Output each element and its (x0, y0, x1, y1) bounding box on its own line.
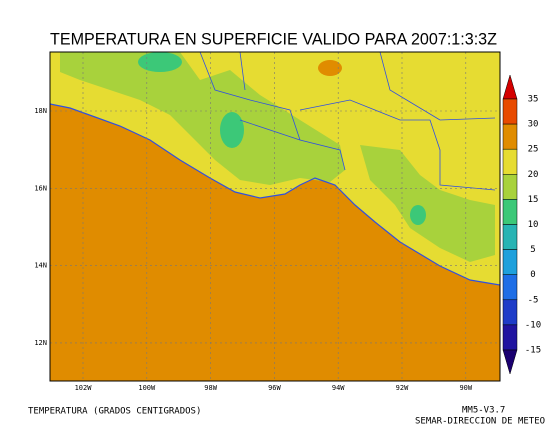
colorbar-tick-label: -10 (525, 320, 541, 330)
lat-label: 18N (34, 107, 47, 115)
colorbar-tick-label: 20 (528, 170, 539, 180)
lon-label: 100W (138, 384, 156, 392)
lat-label: 14N (34, 262, 47, 270)
colorbar-band (502, 199, 518, 225)
map (50, 52, 500, 381)
map-frame (49, 51, 501, 382)
lat-label: 12N (34, 339, 47, 347)
colorbar-tick-label: -5 (528, 295, 539, 305)
coastline (50, 103, 500, 286)
colorbar-band (502, 123, 518, 150)
colorbar-band (502, 324, 518, 351)
colorbar-tick-label: 30 (528, 120, 539, 130)
lat-label: 16N (34, 184, 47, 192)
colorbar-band (502, 98, 518, 125)
warm-spot (318, 60, 342, 76)
footer-label: TEMPERATURA (GRADOS CENTIGRADOS) (28, 407, 201, 417)
lon-label: 96W (268, 384, 281, 392)
grid (50, 52, 500, 381)
colorbar-arrow (502, 349, 518, 375)
cool-zone (220, 112, 244, 148)
lon-label: 92W (396, 384, 409, 392)
colorbar-band (502, 274, 518, 301)
agency-label: SEMAR-DIRECCION DE METEO (415, 417, 545, 425)
colorbar-band (502, 174, 518, 200)
model-label: MM5-V3.7 (462, 406, 505, 416)
colorbar-tick-label: 5 (530, 245, 535, 255)
lon-label: 94W (332, 384, 345, 392)
colorbar-tick-label: 0 (530, 270, 535, 280)
lon-label: 102W (75, 384, 93, 392)
colorbar-arrow (502, 74, 518, 100)
colorbar-tick-label: 10 (528, 220, 539, 230)
warm-zone (360, 145, 495, 262)
colorbar-tick-label: 15 (528, 195, 539, 205)
colorbar-band (502, 249, 518, 275)
borders (199, 52, 496, 191)
colorbar-band (502, 224, 518, 250)
warm-zone (60, 52, 345, 185)
lon-label: 98W (204, 384, 217, 392)
colorbar-tick-label: 35 (528, 95, 539, 105)
colorbar-tick-label: -15 (525, 346, 541, 356)
title: TEMPERATURA EN SUPERFICIE VALIDO PARA 20… (50, 29, 497, 48)
cool-zone (138, 52, 182, 72)
colorbar-tick-label: 25 (528, 145, 539, 155)
colorbar-band (502, 299, 518, 326)
colorbar-band (502, 148, 518, 175)
cool-zone (410, 205, 426, 225)
lon-label: 90W (459, 384, 472, 392)
colorbar: 35 30 25 20 15 10 5 0 -5 -10 -15 (502, 74, 541, 375)
